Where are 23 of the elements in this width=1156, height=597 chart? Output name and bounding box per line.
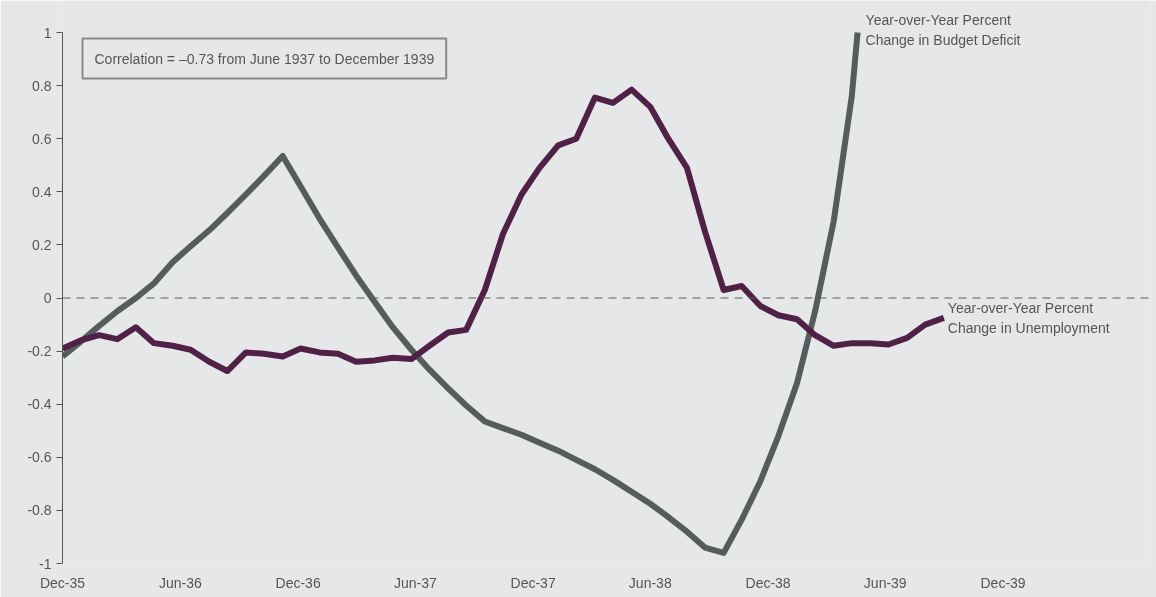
y-tick-label: -0.2: [27, 343, 52, 360]
annotation: Correlation = –0.73 from June 1937 to December 1939: [94, 50, 435, 67]
y-tick-label: -0.6: [27, 449, 52, 466]
y-tick-label: 0.4: [32, 183, 52, 200]
x-tick-label: Jun-37: [393, 574, 437, 591]
x-tick-label: Dec-36: [275, 574, 321, 591]
x-tick-label: Dec-39: [980, 574, 1026, 591]
y-tick-label: 0.6: [32, 130, 52, 147]
series-label: Year-over-Year Percent Change in Budget Deficit: [865, 11, 1021, 48]
y-tick-label: -0.4: [27, 396, 52, 413]
y-tick-label: 0: [43, 290, 52, 306]
y-tick-label: 1: [43, 24, 52, 41]
x-tick-label: Jun-39: [863, 574, 907, 591]
x-tick-label: Dec-35: [39, 574, 86, 591]
x-tick-label: Dec-37: [510, 574, 556, 591]
y-tick-label: -1: [39, 555, 52, 572]
x-tick-label: Jun-38: [628, 574, 672, 591]
y-tick-label: -0.8: [27, 502, 52, 519]
x-tick-label: Dec-38: [745, 574, 791, 591]
x-tick-label: Jun-36: [158, 574, 202, 591]
y-tick-label: 0.8: [32, 77, 52, 94]
y-tick-label: 0.2: [32, 236, 52, 253]
series-label: Year-over-Year Percent Change in Unemployment: [947, 299, 1110, 336]
